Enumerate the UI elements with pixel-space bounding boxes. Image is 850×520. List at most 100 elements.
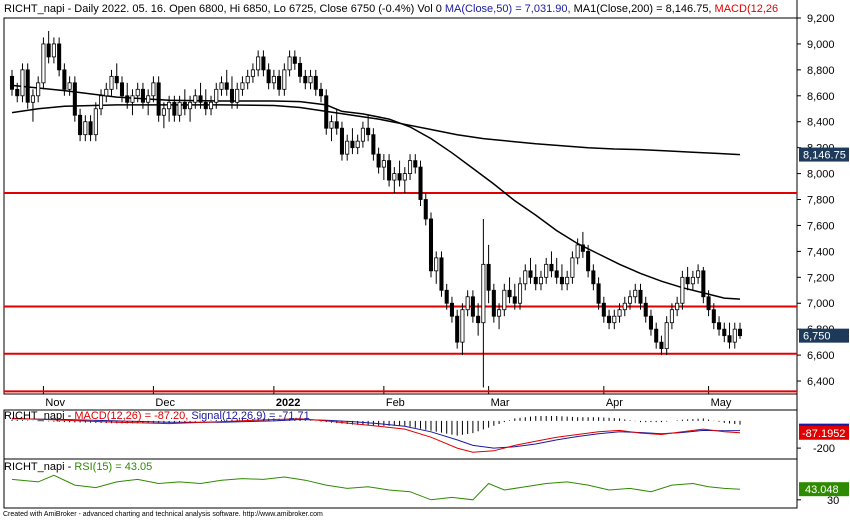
candle-up <box>408 160 413 174</box>
rsi-plot-area <box>3 458 798 509</box>
candle-down <box>533 276 538 285</box>
candle-down <box>648 315 653 330</box>
candle-up <box>41 43 46 84</box>
candle-down <box>387 160 392 181</box>
candle-up <box>544 263 549 278</box>
candle-up <box>214 88 219 103</box>
candle-up <box>570 257 575 278</box>
candle-down <box>376 153 381 168</box>
candle-up <box>271 75 276 84</box>
candle-up <box>235 88 240 103</box>
candle-down <box>119 82 125 97</box>
candle-down <box>397 173 402 181</box>
candle-down <box>586 250 591 272</box>
candle-up <box>188 101 193 110</box>
candle-down <box>303 75 308 84</box>
price-tick-label: 8,400 <box>807 117 835 129</box>
footer-credit: Created with AmiBroker - advanced charti… <box>3 511 323 518</box>
candle-down <box>449 302 454 317</box>
candle-up <box>664 322 669 350</box>
candle-down <box>580 244 585 252</box>
candle-down <box>46 43 51 58</box>
candle-down <box>366 127 371 136</box>
price-tick-label: 9,000 <box>807 39 835 51</box>
candle-up <box>565 276 570 285</box>
candle-down <box>717 322 722 330</box>
ma50-line <box>11 84 741 300</box>
candle-down <box>470 296 475 317</box>
month-label: Apr <box>606 397 623 409</box>
candle-down <box>78 114 83 136</box>
candle-down <box>182 101 187 110</box>
candle-down <box>140 88 145 103</box>
candle-up <box>67 82 72 90</box>
candle-down <box>334 121 339 129</box>
candle-up <box>104 88 109 97</box>
candle-down <box>423 199 428 220</box>
price-pane[interactable]: 6,4006,6006,8007,0007,2007,4007,6007,800… <box>3 0 850 410</box>
price-tick-label: 7,000 <box>807 298 835 310</box>
macd-badge <box>799 425 849 440</box>
candle-down <box>491 289 496 317</box>
candle-up <box>622 302 627 311</box>
rsi-line <box>11 474 741 501</box>
candle-down <box>318 88 324 97</box>
candle-up <box>130 95 135 103</box>
candle-up <box>287 56 292 71</box>
candle-down <box>601 302 606 317</box>
candle-up <box>669 309 674 324</box>
candle-up <box>434 257 439 272</box>
macd-pane[interactable]: -200-71.7062-87.1952 <box>3 409 849 460</box>
candle-down <box>339 127 344 155</box>
candle-down <box>654 328 659 343</box>
candle-down <box>72 82 77 116</box>
candle-down <box>203 101 208 110</box>
month-label: Dec <box>155 397 175 409</box>
candle-up <box>177 101 182 116</box>
candle-down <box>313 75 318 90</box>
candle-up <box>465 296 470 311</box>
candle-down <box>261 56 266 71</box>
month-label: Feb <box>386 397 405 409</box>
title-macd: MACD(12,26 <box>712 3 779 15</box>
candle-up <box>240 82 245 90</box>
price-tick-label: 9,200 <box>807 13 835 25</box>
candle-down <box>224 82 229 90</box>
candle-down <box>549 263 554 272</box>
candle-up <box>36 82 41 97</box>
candle-up <box>355 140 360 149</box>
price-tick-label: 7,800 <box>807 195 835 207</box>
price-tick-label: 6,600 <box>807 350 835 362</box>
macd-title-macd: MACD(12,26) = -87.20, <box>74 410 188 422</box>
macd-badge-label: -87.1952 <box>802 428 845 440</box>
candle-down <box>25 69 30 103</box>
candle-down <box>685 276 690 285</box>
candle-up <box>219 82 224 90</box>
candle-up <box>360 127 365 142</box>
macd-tick-label: -200 <box>813 443 835 455</box>
rsi-badge <box>799 482 849 497</box>
candle-down <box>706 296 711 311</box>
candle-up <box>502 289 507 311</box>
candle-down <box>486 263 491 291</box>
candle-down <box>444 289 449 304</box>
candle-up <box>402 173 407 181</box>
month-label: Mar <box>491 397 510 409</box>
candle-up <box>732 328 737 343</box>
candle-up <box>146 95 151 103</box>
rsi-pane-title: RICHT_napi - RSI(15) = 43.05 <box>4 461 152 473</box>
candle-up <box>109 75 114 90</box>
candle-up <box>20 69 25 97</box>
price-tick-label: 7,200 <box>807 272 835 284</box>
candle-up <box>161 108 166 116</box>
candle-down <box>57 43 62 71</box>
candle-down <box>15 88 20 97</box>
candle-up <box>256 56 261 71</box>
rsi-title-symbol: RICHT_napi <box>4 461 65 473</box>
candle-down <box>559 276 564 285</box>
candle-up <box>245 75 250 84</box>
title-info: - Daily 2022. 05. 16. Open 6800, Hi 6850… <box>65 3 445 15</box>
price-tick-label: 8,000 <box>807 169 835 181</box>
